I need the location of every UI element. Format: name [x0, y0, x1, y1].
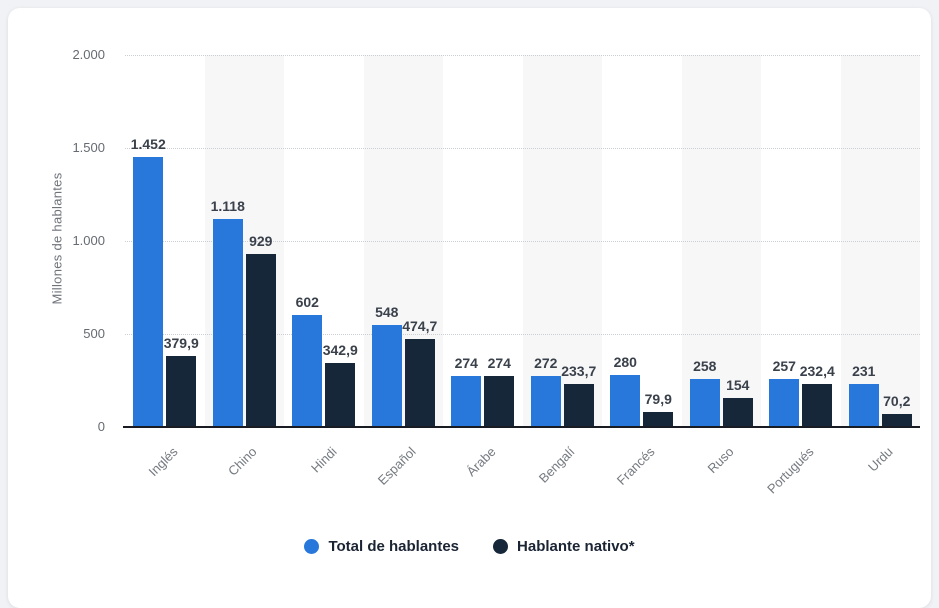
total-bar-6[interactable]: [610, 374, 641, 427]
total-value-label-3: 548: [375, 304, 399, 321]
gridline: [125, 148, 920, 149]
legend-label-native: Hablante nativo*: [517, 537, 635, 555]
total-value-label-9: 231: [852, 363, 876, 380]
native-bar-6[interactable]: [643, 412, 674, 427]
y-tick-label: 500: [83, 326, 105, 341]
native-value-label-0: 379,9: [163, 335, 199, 352]
total-bar-8[interactable]: [769, 379, 800, 427]
total-value-label-2: 602: [295, 294, 319, 311]
x-category-label-9: Urdu: [865, 444, 896, 475]
native-bar-3[interactable]: [404, 338, 435, 427]
total-value-label-7: 258: [693, 358, 717, 374]
native-value-label-4: 274: [487, 355, 511, 372]
gridline: [125, 55, 920, 56]
y-tick-label: 1.500: [72, 140, 105, 155]
native-bar-1[interactable]: [245, 254, 276, 427]
x-category-label-3: Español: [375, 444, 419, 488]
legend-label-total: Total de hablantes: [328, 537, 460, 555]
total-bar-9[interactable]: [848, 384, 879, 427]
total-bar-5[interactable]: [530, 376, 561, 427]
x-category-label-8: Portugués: [763, 444, 817, 497]
x-category-label-2: Hindi: [307, 444, 340, 476]
legend-dot-total-icon: [304, 538, 320, 554]
total-value-label-8: 257: [772, 358, 796, 375]
native-bar-2[interactable]: [325, 363, 356, 427]
total-bar-0[interactable]: [133, 156, 164, 427]
total-bar-3[interactable]: [371, 325, 402, 427]
native-bar-9[interactable]: [881, 413, 912, 427]
gridline: [125, 241, 920, 242]
x-category-label-1: Chino: [225, 444, 260, 479]
native-value-label-6: 79,9: [644, 391, 672, 408]
total-value-label-0: 1.452: [130, 135, 166, 152]
chart-page: Millones de hablantes 0 500 1.000 1.500 2.00…: [0, 8, 939, 608]
x-category-label-6: Francés: [613, 444, 658, 488]
gridline: [125, 334, 920, 335]
y-tick-label: 0: [97, 419, 105, 434]
legend-dot-native-icon: [493, 538, 509, 554]
native-value-label-1: 929: [249, 233, 273, 250]
total-bar-2[interactable]: [292, 315, 323, 427]
native-bar-5[interactable]: [563, 383, 594, 427]
legend-item-native[interactable]: Hablante nativo*: [493, 538, 635, 555]
total-bar-7[interactable]: [689, 379, 720, 427]
x-category-label-4: Árabe: [463, 444, 499, 480]
y-tick-label: 2.000: [72, 47, 105, 62]
native-value-label-7: 154: [726, 377, 750, 394]
x-category-label-0: Inglés: [145, 444, 181, 480]
native-value-label-2: 342,9: [322, 342, 358, 359]
legend: Total de hablantes Hablante nativo*: [0, 531, 939, 561]
native-bar-8[interactable]: [802, 383, 833, 427]
total-bar-1[interactable]: [212, 219, 243, 427]
x-category-label-5: Bengalí: [536, 444, 578, 486]
x-axis-line: [123, 426, 920, 428]
total-value-label-5: 272: [534, 355, 558, 372]
native-bar-7[interactable]: [722, 398, 753, 427]
legend-item-total[interactable]: Total de hablantes: [304, 538, 459, 555]
native-bar-4[interactable]: [484, 376, 515, 427]
x-category-label-7: Ruso: [704, 444, 737, 477]
native-value-label-5: 233,7: [561, 362, 597, 379]
native-value-label-8: 232,4: [799, 362, 835, 379]
native-bar-0[interactable]: [166, 356, 197, 427]
y-tick-label: 1.000: [72, 233, 105, 248]
total-value-label-1: 1.118: [210, 198, 245, 215]
native-value-label-9: 70,2: [883, 392, 911, 409]
total-value-label-6: 280: [613, 353, 637, 370]
total-bar-4[interactable]: [451, 376, 482, 427]
total-value-label-4: 274: [454, 355, 478, 372]
native-value-label-3: 474,7: [402, 317, 438, 334]
plot-area: Millones de hablantes 0 500 1.000 1.500 2.00…: [50, 47, 920, 497]
